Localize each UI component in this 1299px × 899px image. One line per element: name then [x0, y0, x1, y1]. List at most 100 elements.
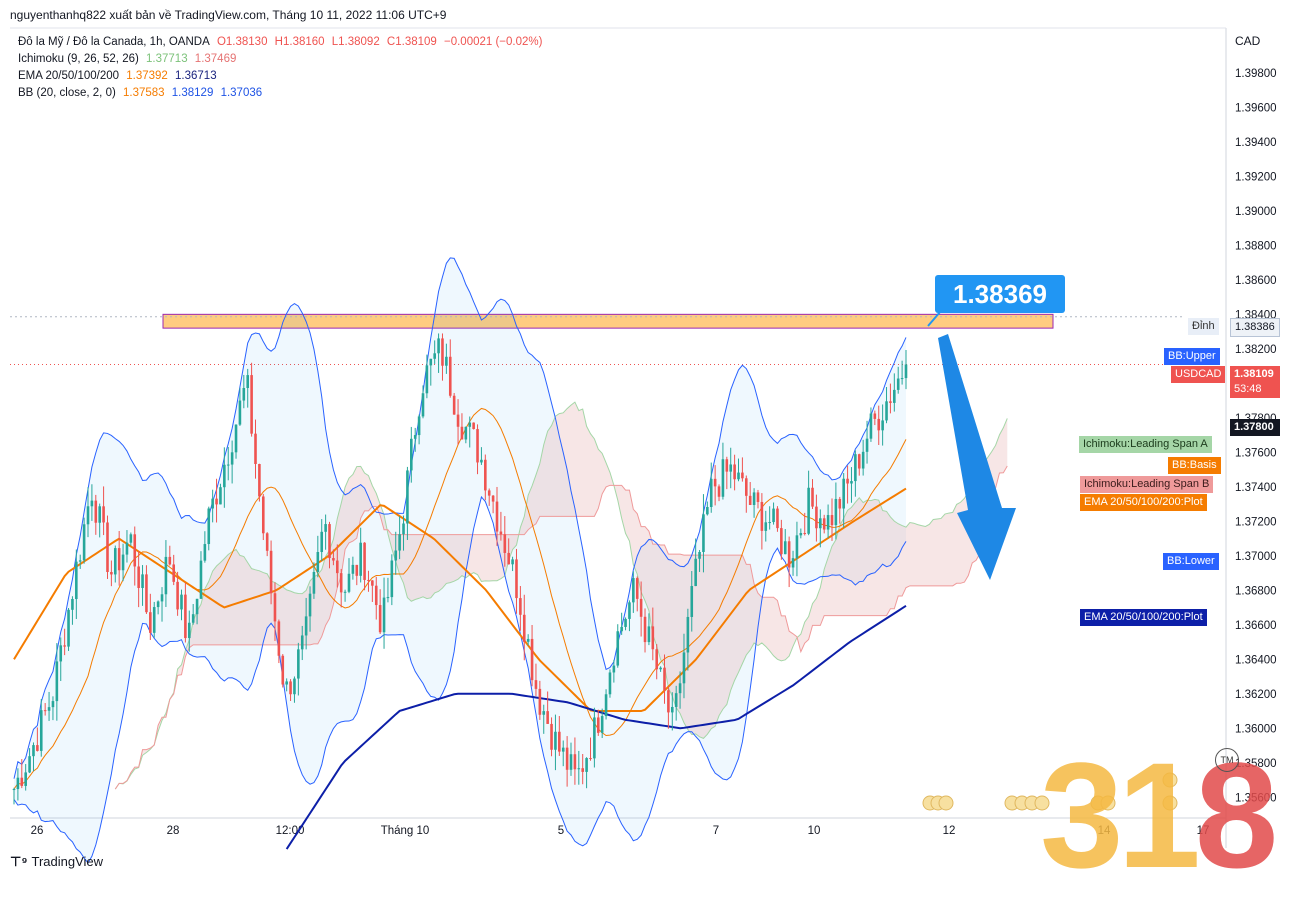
- price-chart[interactable]: 1.35600 1.35800 1.36000 1.36200 1.36400 1.366…: [0, 0, 1299, 880]
- candle-body: [826, 515, 830, 530]
- candle-body: [795, 535, 799, 559]
- candle-body: [452, 395, 456, 415]
- candle-body: [113, 548, 117, 575]
- candle-body: [476, 429, 479, 463]
- annotation-connector: [927, 311, 941, 327]
- candle-body: [269, 550, 273, 594]
- y-tick-label: 1.39400: [1235, 137, 1277, 149]
- candle-body: [542, 711, 546, 715]
- candle-body: [889, 401, 892, 403]
- legend-symbol-row: Đô la Mỹ / Đô la Canada, 1h, OANDA O1.38…: [18, 34, 546, 51]
- annotation-price-label[interactable]: 1.38369: [935, 275, 1065, 313]
- candle-body: [273, 593, 277, 622]
- candle-body: [300, 635, 304, 650]
- candle-body: [254, 433, 257, 465]
- legend-open: O1.38130: [216, 36, 268, 48]
- candle-body: [223, 464, 226, 488]
- candle-body: [842, 478, 845, 509]
- candle-body: [246, 375, 250, 388]
- candle-body: [554, 731, 557, 750]
- candle-body: [651, 626, 655, 650]
- bb-basis-line: [13, 407, 907, 790]
- legend-ema-row[interactable]: EMA 20/50/100/200 1.37392 1.36713: [18, 68, 546, 85]
- candle-body: [822, 518, 826, 530]
- candle-body: [250, 375, 253, 434]
- candle-body: [351, 564, 355, 574]
- candle-body: [577, 768, 581, 770]
- candle-body: [550, 723, 553, 750]
- tradingview-footer[interactable]: ⊤⁹ TradingView: [10, 854, 103, 870]
- candle-body: [850, 481, 853, 484]
- candle-body: [456, 414, 460, 427]
- candle-body: [803, 533, 807, 535]
- candle-body: [90, 500, 94, 507]
- candle-body: [441, 338, 444, 366]
- candle-body: [261, 496, 265, 534]
- candle-body: [756, 492, 760, 502]
- ema-navy-tag: EMA 20/50/100/200:Plot: [1080, 609, 1207, 626]
- legend-ichimoku-a: 1.37713: [146, 53, 188, 65]
- candle-body: [760, 501, 764, 531]
- candle-body: [106, 522, 109, 573]
- legend-bb-name: BB (20, close, 2, 0): [18, 87, 116, 99]
- candle-body: [191, 614, 195, 623]
- candle-body: [706, 507, 709, 515]
- x-tick-label: Tháng 10: [381, 825, 430, 837]
- candle-body: [690, 586, 694, 617]
- y-tick-label: 1.37000: [1235, 551, 1277, 563]
- candle-body: [674, 693, 678, 707]
- publish-header: nguyenthanhq822 xuất bản về TradingView.…: [10, 8, 447, 22]
- candle-body: [367, 579, 370, 581]
- candle-body: [78, 560, 82, 562]
- y-tick-label: 1.36600: [1235, 620, 1277, 632]
- candle-body: [725, 459, 729, 472]
- candle-body: [904, 364, 908, 379]
- candle-body: [741, 472, 744, 479]
- candle-body: [265, 533, 269, 551]
- candle-body: [585, 758, 588, 772]
- candle-body: [24, 772, 27, 786]
- economic-event-icon: [1162, 795, 1178, 811]
- candle-body: [281, 655, 285, 685]
- countdown-tag: 53:48: [1230, 381, 1280, 398]
- candle-body: [238, 400, 242, 425]
- candle-body: [480, 459, 483, 463]
- candle-body: [39, 710, 43, 751]
- bb-upper-line: [13, 257, 907, 779]
- x-tick-label: 5: [558, 825, 564, 837]
- candle-body: [207, 508, 211, 545]
- candle-body: [487, 490, 491, 496]
- candle-body: [184, 594, 187, 639]
- candle-body: [900, 378, 904, 380]
- candle-body: [180, 594, 183, 610]
- candle-body: [215, 498, 218, 505]
- candle-body: [308, 593, 312, 617]
- candle-body: [515, 559, 518, 599]
- candle-body: [877, 418, 881, 431]
- legend-bb-row[interactable]: BB (20, close, 2, 0) 1.37583 1.38129 1.3…: [18, 85, 546, 102]
- candle-body: [885, 401, 888, 421]
- candle-body: [569, 754, 573, 770]
- y-tick-label: 1.39800: [1235, 68, 1277, 80]
- candle-body: [152, 607, 156, 633]
- candle-body: [129, 534, 133, 543]
- candle-body: [464, 426, 468, 440]
- candle-body: [780, 528, 783, 555]
- legend-ichimoku-row[interactable]: Ichimoku (9, 26, 52, 26) 1.37713 1.37469: [18, 51, 546, 68]
- candle-body: [417, 416, 421, 436]
- legend-symbol: Đô la Mỹ / Đô la Canada, 1h, OANDA: [18, 36, 210, 48]
- down-arrow-icon: [938, 334, 1016, 580]
- candle-body: [433, 353, 436, 359]
- candle-body: [277, 621, 281, 656]
- candle-body: [721, 459, 725, 497]
- candle-body: [748, 495, 752, 505]
- y-tick-label: 1.39600: [1235, 102, 1277, 114]
- candle-body: [647, 626, 651, 643]
- candle-body: [893, 389, 896, 403]
- legend-bb-lower: 1.37036: [220, 87, 263, 99]
- resistance-zone: [162, 313, 1054, 329]
- candle-body: [12, 789, 16, 791]
- trademark-icon: TM: [1215, 748, 1239, 772]
- candle-body: [172, 564, 176, 582]
- candle-body: [55, 661, 59, 702]
